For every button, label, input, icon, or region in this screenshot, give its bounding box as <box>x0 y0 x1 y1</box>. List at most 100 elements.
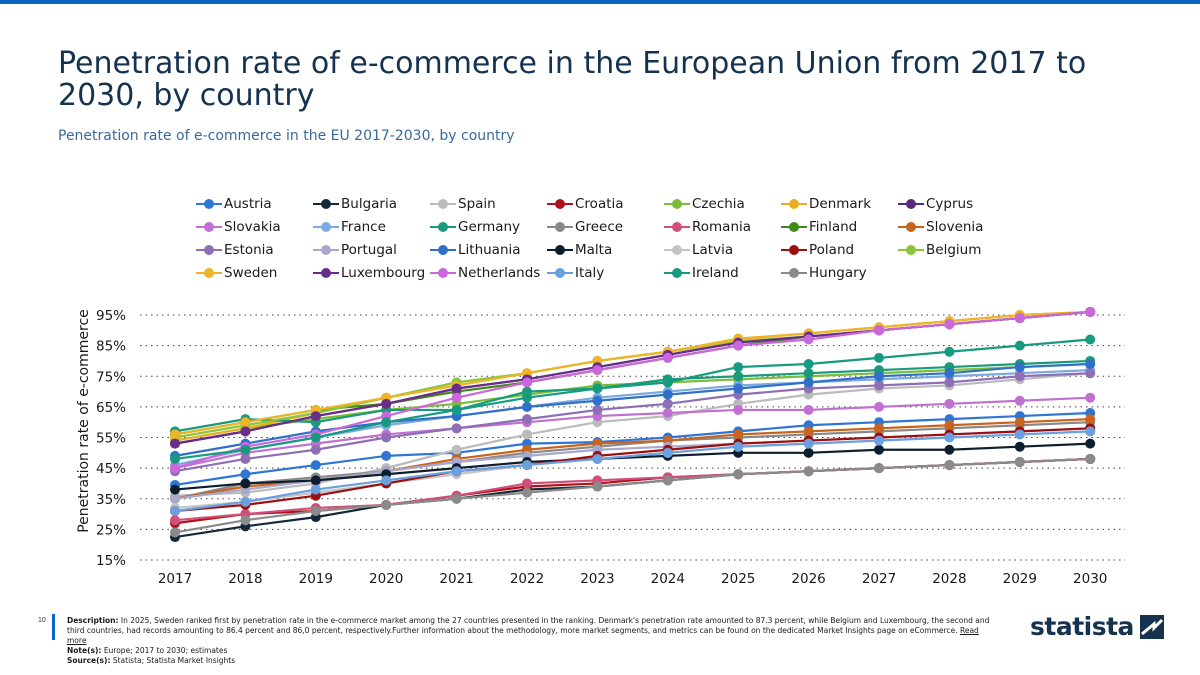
data-point <box>522 401 532 412</box>
data-point <box>662 398 673 409</box>
legend-item-cyprus[interactable]: Cyprus <box>898 195 973 213</box>
legend-swatch <box>664 244 690 256</box>
legend-item-malta[interactable]: Malta <box>547 241 612 259</box>
data-point <box>592 481 603 492</box>
data-point <box>522 487 532 498</box>
data-point <box>662 389 673 400</box>
legend-item-hungary[interactable]: Hungary <box>781 264 867 282</box>
legend-item-finland[interactable]: Finland <box>781 218 857 236</box>
data-point <box>733 404 744 415</box>
legend-item-czechia[interactable]: Czechia <box>664 195 745 213</box>
legend-item-belgium[interactable]: Belgium <box>898 241 981 259</box>
source-label: Source(s): <box>67 656 111 665</box>
legend-label: Netherlands <box>458 265 541 281</box>
data-point <box>451 444 462 455</box>
legend-label: Estonia <box>224 242 274 258</box>
footer-description: Description: In 2025, Sweden ranked firs… <box>67 616 997 646</box>
legend-label: Italy <box>575 265 605 281</box>
legend-item-spain[interactable]: Spain <box>430 195 496 213</box>
legend-label: Latvia <box>692 242 734 258</box>
data-point <box>874 371 884 382</box>
x-tick-label: 2018 <box>228 571 262 587</box>
legend-item-ireland[interactable]: Ireland <box>664 264 739 282</box>
legend-label: Denmark <box>809 196 872 212</box>
legend-item-sweden[interactable]: Sweden <box>196 264 277 282</box>
legend-label: Slovenia <box>926 219 984 235</box>
legend-swatch <box>196 221 222 233</box>
legend-label: Austria <box>224 196 272 212</box>
data-point <box>451 392 462 403</box>
legend-item-denmark[interactable]: Denmark <box>781 195 871 213</box>
legend-item-germany[interactable]: Germany <box>430 218 520 236</box>
data-point <box>874 463 884 474</box>
x-tick-label: 2029 <box>1003 571 1037 587</box>
data-point <box>592 395 603 406</box>
data-point <box>170 453 180 464</box>
data-point <box>381 450 392 461</box>
y-axis-label: Penetration rate of e-commerce <box>76 309 92 533</box>
data-point <box>592 453 603 464</box>
statista-logo[interactable]: statista <box>1030 612 1164 641</box>
y-tick-label: 65% <box>96 400 126 416</box>
data-point <box>1085 453 1096 464</box>
data-point <box>1014 371 1025 382</box>
data-point <box>1085 334 1096 345</box>
data-point <box>310 484 321 495</box>
data-point <box>733 371 744 382</box>
data-point <box>170 527 180 538</box>
legend-item-bulgaria[interactable]: Bulgaria <box>313 195 397 213</box>
footer-notes: Description: In 2025, Sweden ranked firs… <box>67 616 997 666</box>
legend-label: France <box>341 219 386 235</box>
legend-swatch <box>196 267 222 279</box>
data-point <box>803 404 814 415</box>
data-point <box>451 466 462 477</box>
data-point <box>733 340 744 351</box>
x-tick-label: 2017 <box>158 571 192 587</box>
legend-item-estonia[interactable]: Estonia <box>196 241 274 259</box>
data-point <box>803 466 814 477</box>
data-point <box>733 441 744 452</box>
legend-label: Belgium <box>926 242 982 258</box>
footer-notes-line: Note(s): Europe; 2017 to 2030; estimates <box>67 646 997 656</box>
data-point <box>310 506 321 516</box>
legend-item-croatia[interactable]: Croatia <box>547 195 624 213</box>
legend-swatch <box>664 198 690 210</box>
legend-item-italy[interactable]: Italy <box>547 264 604 282</box>
data-point <box>1085 368 1096 379</box>
legend-item-latvia[interactable]: Latvia <box>664 241 733 259</box>
legend-item-netherlands[interactable]: Netherlands <box>430 264 540 282</box>
legend-item-luxembourg[interactable]: Luxembourg <box>313 264 425 282</box>
legend-swatch <box>547 267 573 279</box>
data-point <box>240 444 251 455</box>
page-number: 10 <box>38 617 46 624</box>
legend-item-lithuania[interactable]: Lithuania <box>430 241 521 259</box>
series-italy <box>170 426 1096 516</box>
data-point <box>944 377 955 388</box>
legend-item-greece[interactable]: Greece <box>547 218 623 236</box>
legend-item-slovenia[interactable]: Slovenia <box>898 218 983 236</box>
data-point <box>1014 417 1025 428</box>
data-point <box>592 365 603 376</box>
series-line <box>174 372 1091 473</box>
read-more-link[interactable]: Read more <box>67 626 979 645</box>
data-point <box>874 401 884 412</box>
legend-swatch <box>664 267 690 279</box>
data-point <box>170 493 180 504</box>
notes-label: Note(s): <box>67 646 102 655</box>
legend-item-austria[interactable]: Austria <box>196 195 272 213</box>
legend-label: Greece <box>575 219 624 235</box>
legend-label: Sweden <box>224 265 278 281</box>
data-point <box>592 383 603 394</box>
data-point <box>662 408 673 418</box>
data-point <box>874 325 884 336</box>
legend-item-portugal[interactable]: Portugal <box>313 241 397 259</box>
legend-item-romania[interactable]: Romania <box>664 218 751 236</box>
legend-item-france[interactable]: France <box>313 218 386 236</box>
legend-item-poland[interactable]: Poland <box>781 241 854 259</box>
legend-item-slovakia[interactable]: Slovakia <box>196 218 281 236</box>
y-tick-label: 25% <box>96 522 126 538</box>
x-tick-label: 2024 <box>651 571 685 587</box>
data-point <box>1085 392 1096 403</box>
data-point <box>1014 441 1025 452</box>
legend-label: Germany <box>458 219 521 235</box>
